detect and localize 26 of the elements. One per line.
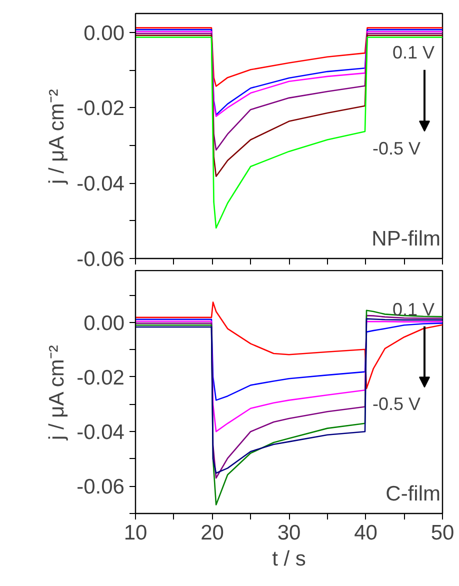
annotation: 0.1 V <box>392 299 435 320</box>
y-axis-title: j / μA cm⁻² <box>46 345 69 442</box>
line-series <box>136 27 442 87</box>
annotation: -0.5 V <box>372 138 421 158</box>
y-tick-label: -0.04 <box>76 172 125 196</box>
y-tick-label: -0.06 <box>76 248 125 271</box>
x-tick-label: 20 <box>200 522 224 544</box>
x-tick-label: 40 <box>354 522 378 544</box>
y-tick-label: -0.02 <box>76 97 125 120</box>
annotation: -0.5 V <box>372 394 421 414</box>
x-tick-label: 50 <box>430 522 454 544</box>
annotation: 0.1 V <box>392 42 435 63</box>
y-tick-label: 0.00 <box>84 312 125 335</box>
x-axis-title: t / s <box>272 548 306 570</box>
line-series <box>136 34 442 177</box>
y-tick-label: -0.04 <box>76 421 125 444</box>
line-series <box>136 36 442 229</box>
y-tick-label: -0.02 <box>76 366 125 390</box>
x-tick-label: 10 <box>124 522 148 544</box>
y-tick-label: -0.06 <box>76 476 125 499</box>
annotation: C-film <box>386 482 441 506</box>
y-tick-label: 0.00 <box>84 22 125 45</box>
line-series <box>136 302 442 390</box>
annotation: NP-film <box>372 227 441 250</box>
y-axis-title: j / μA cm⁻² <box>46 89 69 186</box>
x-tick-label: 30 <box>277 522 301 544</box>
